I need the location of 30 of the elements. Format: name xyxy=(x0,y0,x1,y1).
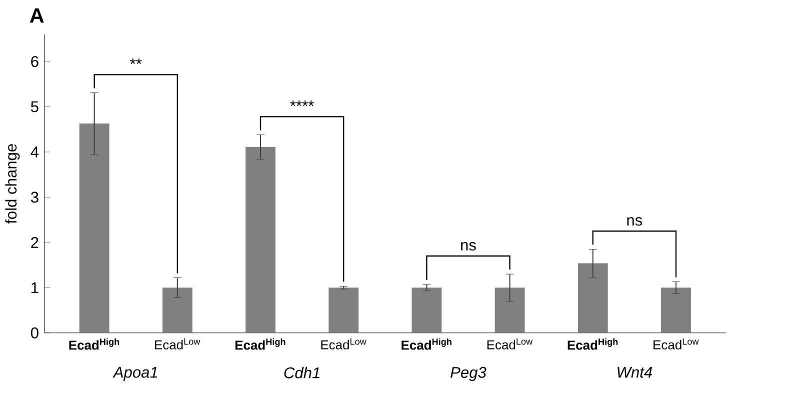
y-tick-label: 0 xyxy=(30,327,38,338)
x-tick-label: Ecad$^{High}$ xyxy=(402,338,452,350)
bar xyxy=(494,288,525,333)
y-tick-label: 4 xyxy=(30,146,39,158)
text: Peg3 xyxy=(450,366,486,382)
text: Wnt4 xyxy=(618,366,652,378)
annotation: ** xyxy=(130,58,142,64)
annotation: ns xyxy=(627,217,642,226)
x-tick-label: Ecad$^{Low}$ xyxy=(321,338,366,350)
bar xyxy=(661,288,691,333)
x-tick-label: Ecad$^{Low}$ xyxy=(654,338,699,350)
bar xyxy=(162,288,192,333)
annotation: **** xyxy=(290,100,314,106)
annotation: ns xyxy=(461,242,476,251)
bar xyxy=(412,288,442,333)
text: A xyxy=(30,8,44,23)
y-tick-label: 3 xyxy=(30,192,38,203)
y-axis-title: fold change xyxy=(5,144,20,224)
y-tick-label: 5 xyxy=(30,101,38,112)
y-tick-label: 2 xyxy=(31,237,38,248)
x-tick-label: Ecad$^{Low}$ xyxy=(155,338,200,350)
y-tick-label: 1 xyxy=(32,282,38,294)
x-tick-label: Ecad$^{Low}$ xyxy=(487,338,533,350)
y-tick-label: 6 xyxy=(31,56,38,68)
x-tick-label: Ecad$^{High}$ xyxy=(69,338,120,350)
bar xyxy=(328,288,359,333)
text: Cdh1 xyxy=(284,366,320,378)
x-tick-label: Ecad$^{High}$ xyxy=(235,338,286,350)
x-tick-label: Ecad$^{High}$ xyxy=(568,338,618,350)
text: Apoa1 xyxy=(112,366,158,381)
